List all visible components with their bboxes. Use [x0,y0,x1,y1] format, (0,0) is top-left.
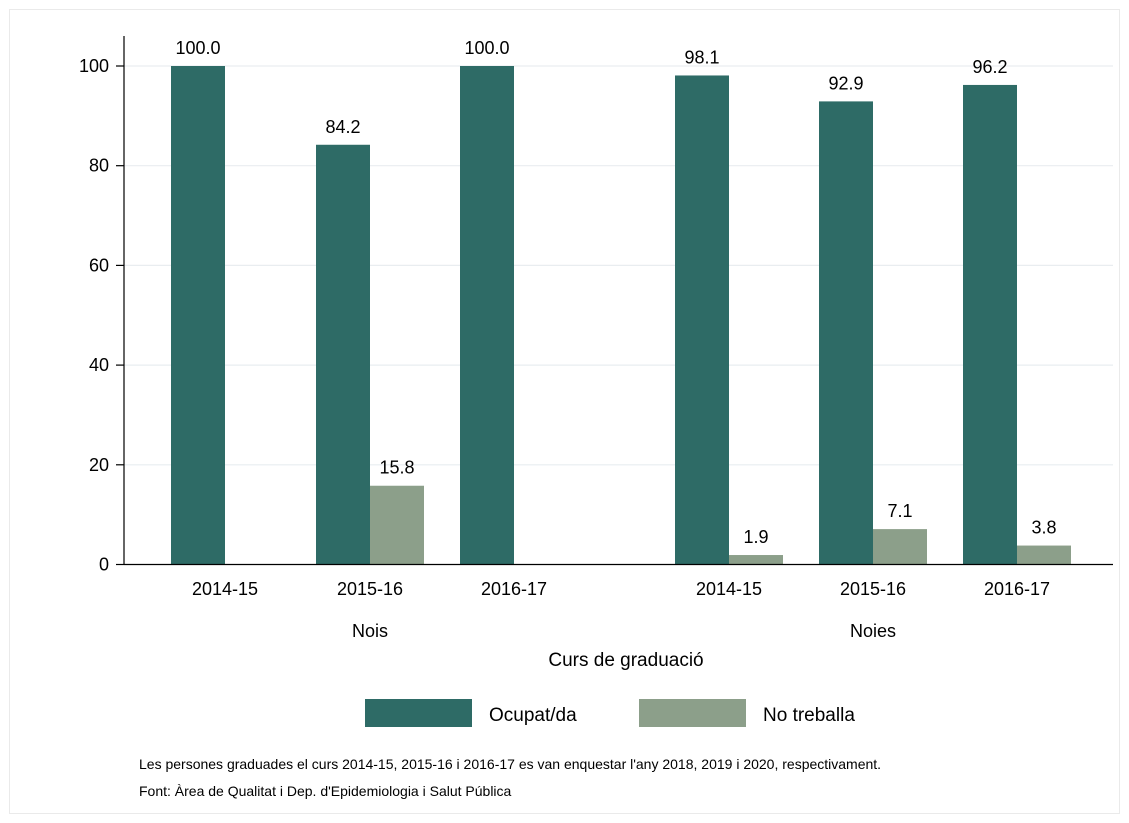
legend-label-no-treballa: No treballa [763,705,855,726]
x-category-label: 2016-17 [481,579,547,599]
data-label: 3.8 [1031,518,1056,538]
bar-noies-2016-17-ocupat [963,84,1017,565]
legend-swatch-no-treballa [639,699,746,727]
bar-noies-2015-16-no-treballa [873,529,927,565]
bar-noies-2014-15-ocupat [675,75,729,565]
y-tick-label: 20 [89,455,109,475]
y-tick-label: 40 [89,355,109,375]
group-label: Nois [352,621,388,641]
data-label: 100.0 [175,38,220,58]
x-axis-title: Curs de graduació [548,650,703,671]
x-category-label: 2014-15 [192,579,258,599]
grid-lines [124,65,1113,466]
bar-nois-2016-17-ocupat [460,66,514,565]
data-labels: 100.0 84.2 15.8 100.0 98.1 1.9 92.9 7.1 96.2 3.8 [175,38,1056,547]
data-label: 15.8 [379,458,414,478]
axes: 0 20 40 60 80 100 2014-15 2015-16 2016-17 Nois 201… [79,36,1113,641]
x-category-label: 2016-17 [984,579,1050,599]
x-category-label: 2014-15 [696,579,762,599]
bar-nois-2015-16-ocupat [316,144,370,565]
source-note: Font: Àrea de Qualitat i Dep. d'Epidemio… [139,783,512,799]
bar-noies-2014-15-no-treballa [729,555,783,565]
y-tick-label: 0 [99,555,109,575]
bar-noies-2016-17-no-treballa [1017,545,1071,565]
data-label: 92.9 [828,73,863,93]
legend-swatch-ocupat [365,699,472,727]
bar-noies-2015-16-ocupat [819,101,873,565]
y-tick-label: 100 [79,56,109,76]
data-label: 100.0 [464,38,509,58]
legend-label-ocupat: Ocupat/da [489,705,577,726]
bar-nois-2014-15-ocupat [171,66,225,565]
y-tick-label: 60 [89,255,109,275]
bars [171,66,1071,565]
survey-note: Les persones graduades el curs 2014-15, … [139,756,881,772]
data-label: 1.9 [743,527,768,547]
x-category-label: 2015-16 [337,579,403,599]
group-label: Noies [850,621,896,641]
x-category-label: 2015-16 [840,579,906,599]
data-label: 96.2 [972,57,1007,77]
legend: Ocupat/da No treballa [365,699,855,727]
data-label: 98.1 [684,47,719,67]
bar-nois-2015-16-no-treballa [370,485,424,565]
y-tick-label: 80 [89,156,109,176]
data-label: 84.2 [325,117,360,137]
data-label: 7.1 [887,501,912,521]
